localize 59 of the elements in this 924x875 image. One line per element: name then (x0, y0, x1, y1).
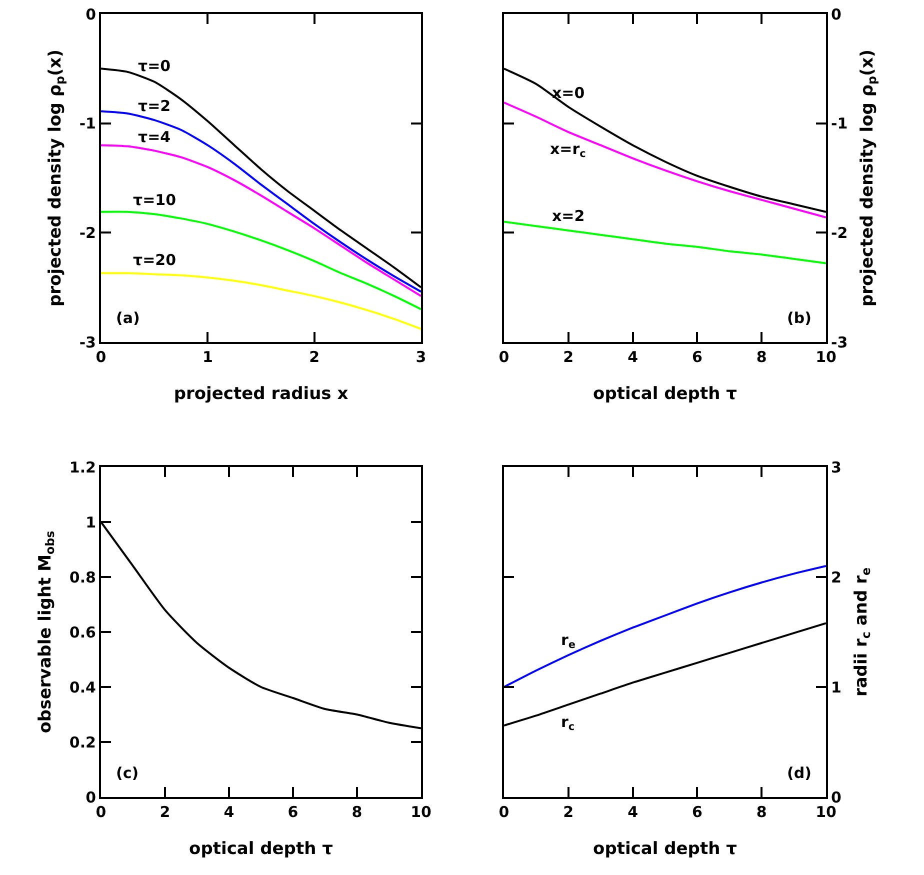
annotation: (a) (116, 309, 140, 327)
x-tick-label: 2 (309, 348, 320, 366)
y2-tick-label: -1 (831, 114, 848, 133)
x-tick-label: 4 (628, 803, 638, 821)
y-tick-label: -2 (79, 224, 96, 242)
y-tick-label: 0 (86, 788, 96, 806)
y2-tick-label: 1 (831, 678, 842, 696)
y2-tick-label: 2 (831, 568, 842, 586)
line-series (504, 220, 826, 264)
y-tick-label: 0.8 (69, 568, 96, 586)
y2-tick-label: 3 (831, 458, 842, 476)
annotation: (c) (116, 764, 139, 782)
y-tick-label: 0.2 (69, 733, 96, 752)
series-label: r$_{c}$ (561, 713, 575, 734)
series-label: r$_{e}$ (561, 631, 576, 652)
series-label: x=2 (552, 207, 585, 225)
x-tick-label: 2 (160, 803, 170, 821)
series-label: τ=2 (138, 97, 171, 115)
series-label: τ=4 (138, 128, 171, 146)
series-label: x=r$_{c}$ (550, 140, 586, 160)
y-tick-label: -3 (79, 333, 96, 352)
x-tick-label: 4 (224, 803, 234, 821)
line-series (101, 110, 421, 293)
x-axis-title: projected radius x (174, 384, 348, 404)
x-axis-title: optical depth τ (593, 384, 738, 404)
x-tick-label: 2 (563, 803, 574, 821)
series-label: τ=10 (133, 191, 176, 209)
series-label: τ=0 (138, 57, 171, 75)
x-tick-label: 6 (692, 348, 702, 366)
series-label: τ=20 (133, 251, 176, 269)
x-tick-label: 0 (498, 348, 510, 366)
y-tick-label: 1 (86, 513, 96, 532)
line-series (101, 272, 421, 330)
x-tick-label: 6 (288, 803, 298, 821)
annotation: (b) (787, 309, 812, 327)
x-tick-label: 8 (756, 803, 767, 821)
y-tick-label: -1 (79, 114, 96, 133)
x-tick-label: 8 (352, 803, 362, 821)
y-tick-label: 0.4 (69, 678, 96, 696)
x-tick-label: 10 (410, 803, 432, 821)
x-axis-title: optical depth τ (189, 838, 334, 859)
x-tick-label: 2 (563, 348, 574, 366)
x-tick-label: 1 (202, 348, 213, 366)
x-tick-label: 4 (628, 348, 638, 366)
x-axis-title: optical depth τ (593, 838, 738, 859)
x-tick-label: 6 (692, 803, 702, 821)
y-tick-label: 0.6 (69, 623, 96, 642)
y2-tick-label: -2 (831, 224, 848, 242)
x-tick-label: 3 (416, 348, 426, 366)
y-tick-label: 1.2 (69, 458, 96, 476)
x-tick-label: 8 (756, 348, 767, 366)
line-series (101, 144, 421, 298)
x-tick-label: 0 (498, 803, 510, 821)
line-series (504, 565, 826, 688)
y-tick-label: 0 (86, 5, 96, 24)
line-series (101, 210, 421, 310)
annotation: (d) (787, 764, 812, 782)
y2-tick-label: 0 (831, 5, 842, 24)
series-label: x=0 (552, 84, 585, 102)
